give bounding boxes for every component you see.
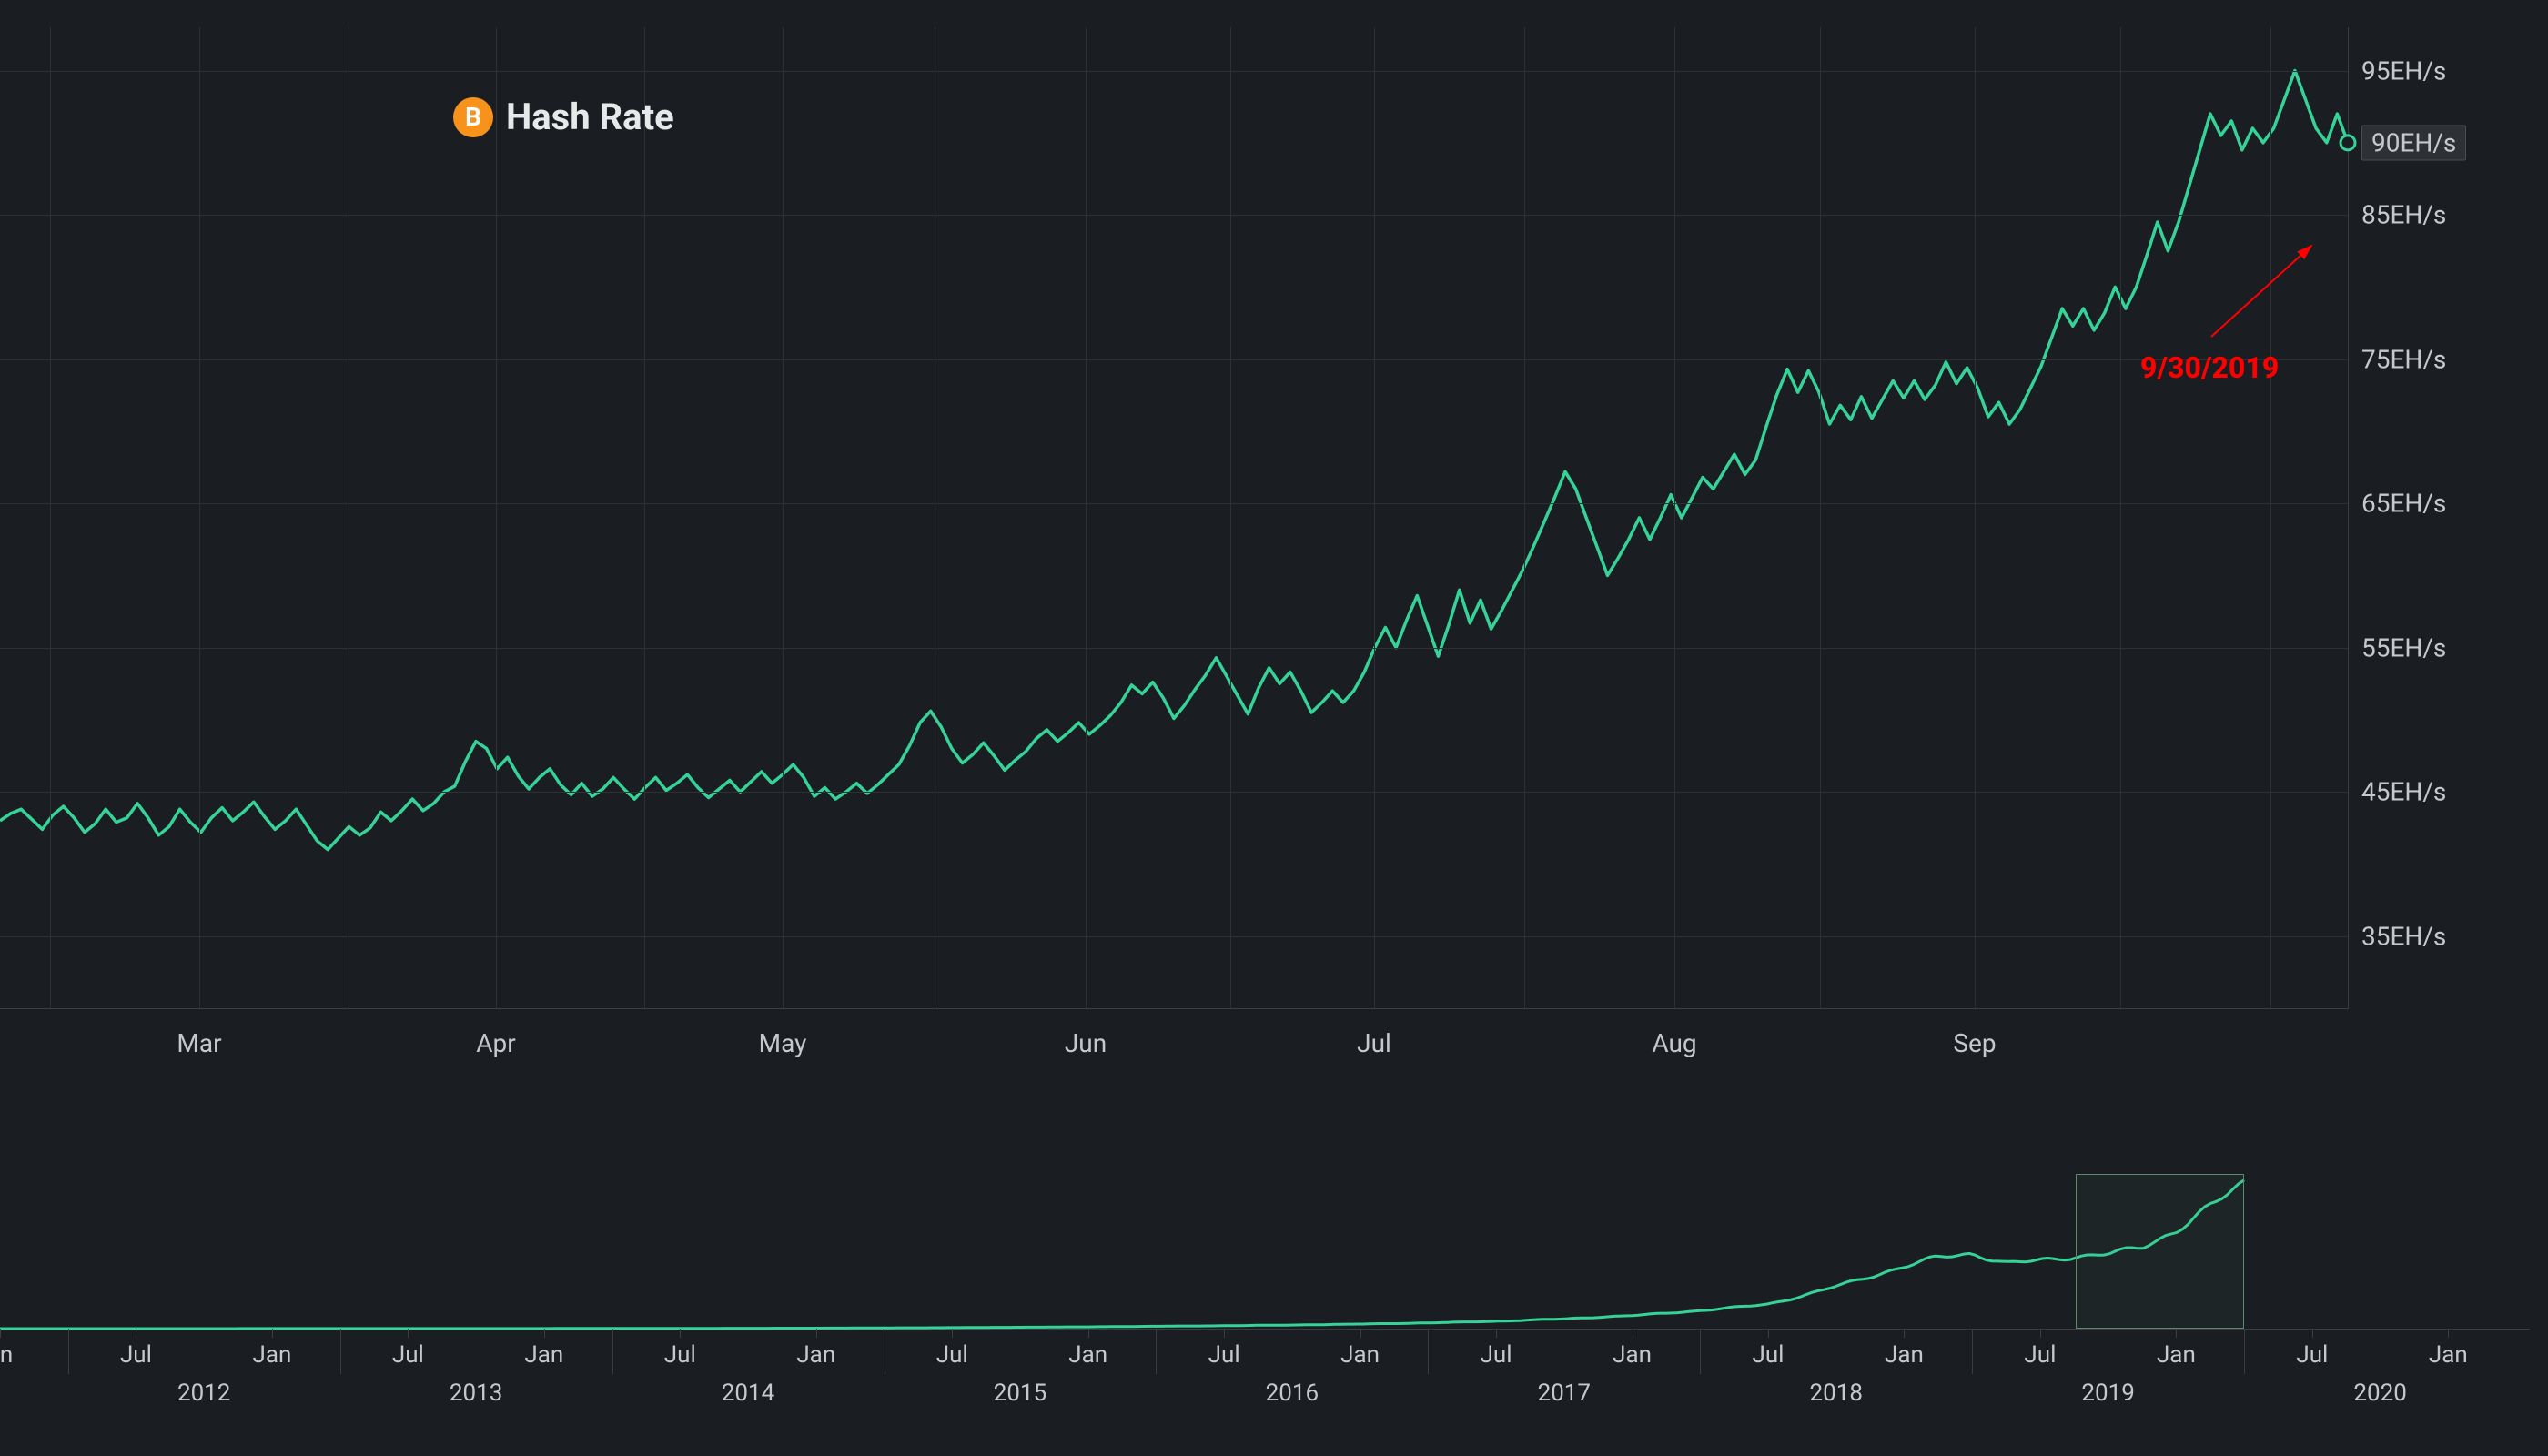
navigator-tick [2448,1329,2449,1338]
navigator-tick [272,1329,273,1338]
navigator-tick [1768,1329,1769,1338]
x-axis-label: Jun [1065,1028,1107,1058]
navigator-tick [1496,1329,1497,1338]
navigator-year-label: 2019 [2081,1380,2134,1407]
navigator-year-divider [68,1329,69,1374]
navigator-tick [1360,1329,1361,1338]
x-axis-label: Sep [1953,1028,1996,1058]
navigator-month-label: Jan [2429,1341,2468,1369]
navigator-month-label: Jan [2157,1341,2196,1369]
navigator-month-label: Jan [796,1341,835,1369]
y-axis-current-value: 90EH/s [2361,125,2466,160]
y-axis-label: 95EH/s [2361,56,2446,86]
navigator-year-divider [2244,1329,2245,1374]
y-axis-label: 45EH/s [2361,777,2446,807]
navigator-tick [952,1329,953,1338]
navigator-month-label: Jul [2296,1341,2328,1369]
navigator-tick [1088,1329,1089,1338]
navigator-month-label: Jan [524,1341,563,1369]
navigator-year-divider [1700,1329,1701,1374]
navigator-tick [816,1329,817,1338]
x-axis-label: Apr [476,1028,515,1058]
navigator-year-label: 2018 [1810,1380,1863,1407]
navigator-tick [2312,1329,2313,1338]
navigator-year-divider [1428,1329,1429,1374]
chart-container: B Hash Rate 9/30/2019 anJulJanJulJanJulJ… [0,0,2548,1456]
navigator-tick [1904,1329,1905,1338]
navigator-tick [2176,1329,2177,1338]
navigator-year-label: 2015 [994,1380,1046,1407]
navigator-month-label: Jul [936,1341,968,1369]
navigator-axis: an Jul Jan Jul Jan Jul Jan Jul Jan Jul Jan Jul Jan Ju… [0,1329,2548,1438]
navigator-tick [408,1329,409,1338]
navigator-year-label: 2012 [177,1380,230,1407]
navigator-tick [2040,1329,2041,1338]
x-axis-label: Jul [1357,1028,1391,1058]
navigator-selection[interactable] [2076,1174,2244,1329]
y-axis-label: 75EH/s [2361,344,2446,374]
x-axis-label: Aug [1652,1028,1696,1058]
y-axis-label: 55EH/s [2361,632,2446,662]
y-axis-label: 65EH/s [2361,489,2446,519]
navigator-month-label: Jul [664,1341,696,1369]
y-axis-label: 85EH/s [2361,200,2446,230]
navigator-year-label: 2013 [450,1380,502,1407]
navigator[interactable] [0,1174,2530,1329]
navigator-year-label: 2014 [722,1380,774,1407]
navigator-year-divider [612,1329,613,1374]
navigator-month-label: Jan [1885,1341,1924,1369]
navigator-month-label: Jul [1208,1341,1240,1369]
navigator-month-label: Jan [1613,1341,1652,1369]
navigator-month-label: Jan [252,1341,291,1369]
navigator-year-divider [340,1329,341,1374]
navigator-chart [0,1174,2530,1330]
navigator-tick [1224,1329,1225,1338]
navigator-month-label: Jan [1068,1341,1107,1369]
navigator-month-label: Jul [2024,1341,2056,1369]
navigator-tick [0,1329,1,1338]
navigator-month-label: Jan [1340,1341,1380,1369]
navigator-month-label: Jul [1481,1341,1512,1369]
navigator-month-label: Jul [120,1341,152,1369]
x-axis-label: Mar [177,1028,221,1058]
navigator-tick [544,1329,545,1338]
navigator-year-label: 2016 [1266,1380,1319,1407]
x-axis-label: May [759,1028,807,1058]
navigator-year-label: 2020 [2353,1380,2406,1407]
navigator-tick [680,1329,681,1338]
navigator-month-label: an [0,1341,13,1369]
navigator-year-divider [1972,1329,1973,1374]
navigator-month-label: Jul [392,1341,424,1369]
navigator-year-label: 2017 [1538,1380,1591,1407]
navigator-year-divider [1156,1329,1157,1374]
navigator-month-label: Jul [1752,1341,1784,1369]
y-axis-label: 35EH/s [2361,921,2446,951]
